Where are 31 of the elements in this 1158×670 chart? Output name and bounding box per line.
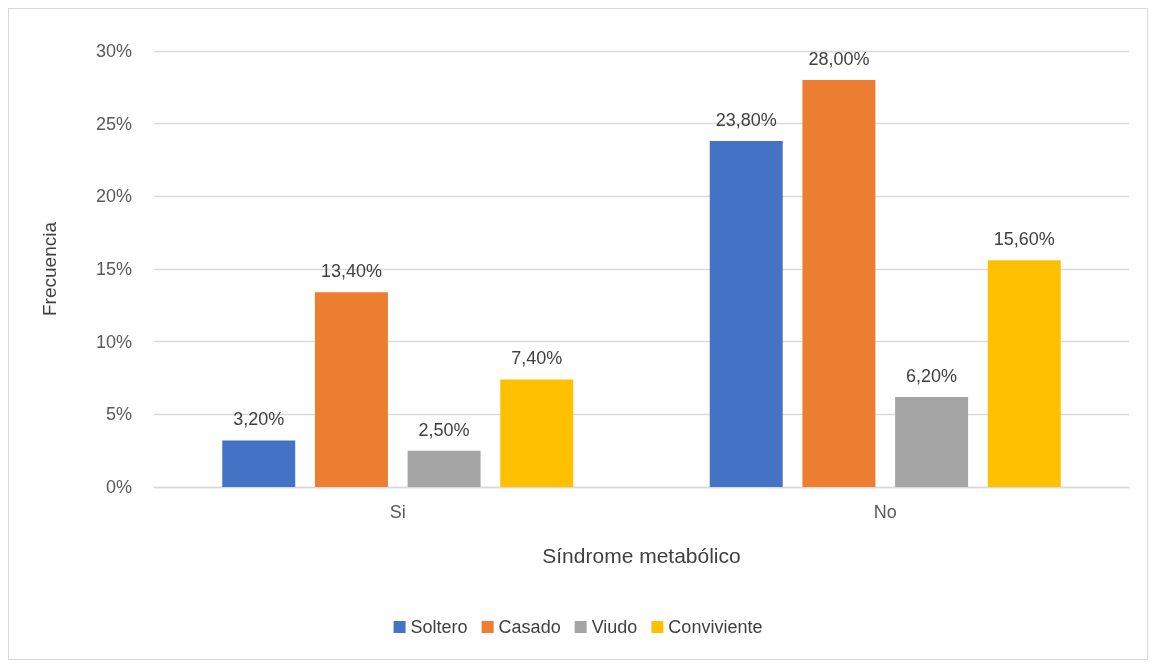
y-tick-label: 25% xyxy=(95,113,132,134)
bar xyxy=(222,440,296,487)
data-label: 6,20% xyxy=(906,365,958,386)
data-label: 7,40% xyxy=(511,348,563,369)
y-tick-label: 5% xyxy=(105,404,132,425)
bar xyxy=(895,396,969,487)
y-tick-label: 30% xyxy=(95,41,132,61)
data-label: 28,00% xyxy=(808,49,870,70)
legend-label: Soltero xyxy=(410,617,468,637)
bar xyxy=(314,292,388,487)
bar xyxy=(802,80,876,487)
bar xyxy=(709,141,783,487)
y-tick-label: 20% xyxy=(95,186,132,207)
legend-label: Viudo xyxy=(591,617,638,637)
legend-label: Conviviente xyxy=(668,617,763,637)
legend-label: Casado xyxy=(498,617,561,637)
data-label: 2,50% xyxy=(418,419,470,440)
y-tick-label: 0% xyxy=(105,477,132,497)
x-axis-title: Síndrome metabólico xyxy=(542,544,741,567)
data-label: 15,60% xyxy=(993,229,1055,250)
data-label: 23,80% xyxy=(715,110,777,131)
x-tick-label: Si xyxy=(389,502,406,522)
data-label: 3,20% xyxy=(233,409,285,430)
y-tick-label: 15% xyxy=(95,259,132,279)
x-tick-label: No xyxy=(873,502,897,522)
data-label: 13,40% xyxy=(320,261,382,282)
bar xyxy=(500,379,574,487)
y-axis-title: Frecuencia xyxy=(39,221,60,316)
bar xyxy=(987,260,1061,487)
y-tick-label: 10% xyxy=(95,331,132,352)
bar xyxy=(407,450,481,487)
